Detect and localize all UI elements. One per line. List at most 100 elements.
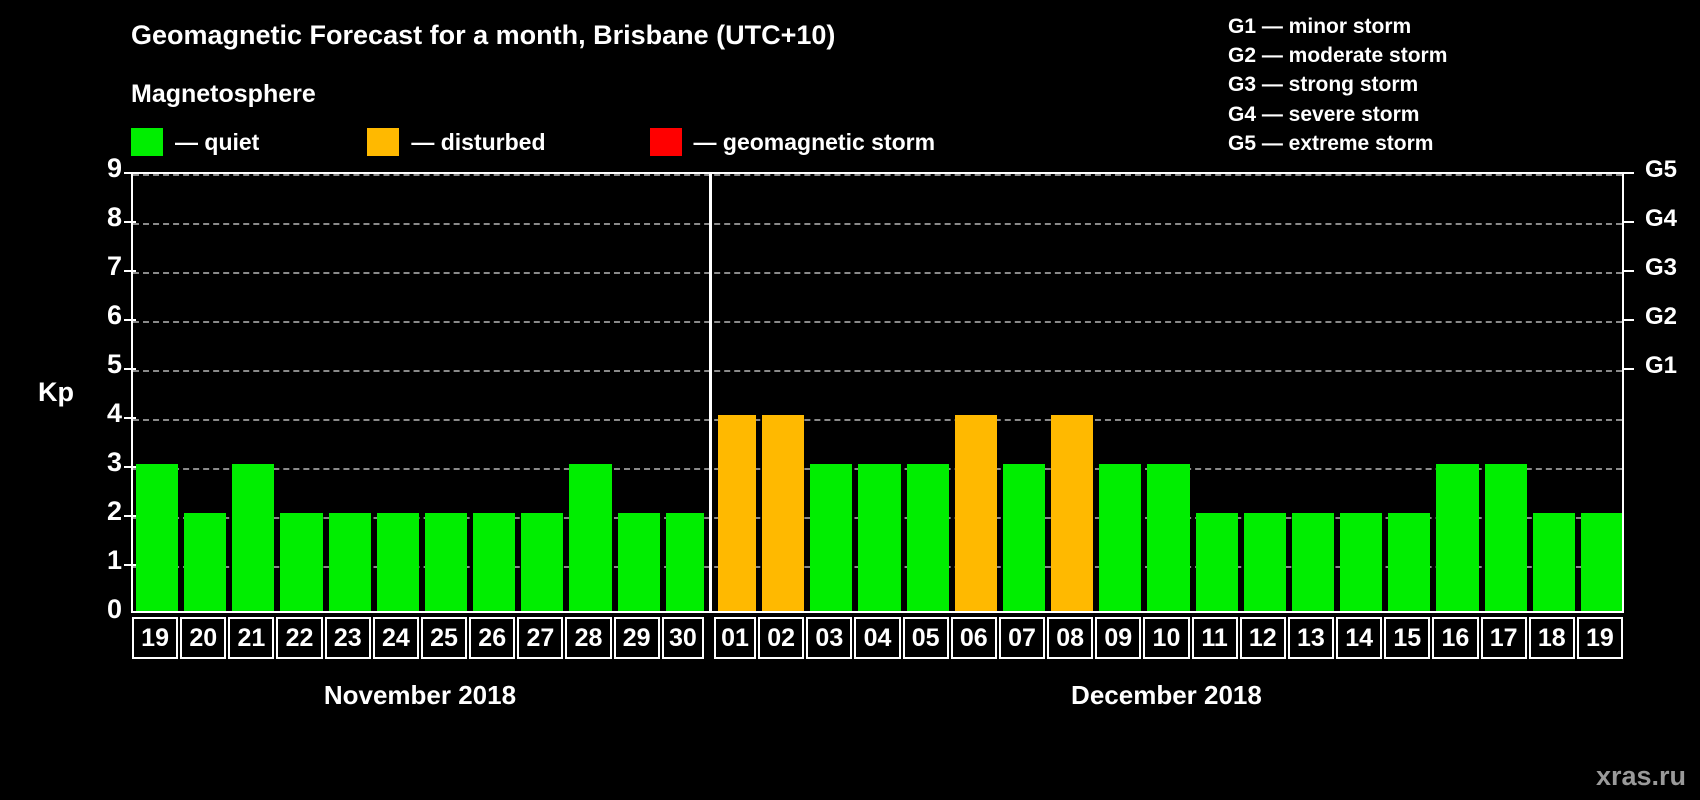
bar-december-19[interactable] [1580,513,1622,611]
day-cell-december-16[interactable]: 16 [1432,617,1479,659]
y-tick-mark-5 [124,368,136,370]
day-cell-december-11[interactable]: 11 [1191,617,1238,659]
y-tick-label-6: 6 [106,300,122,330]
legend-item-disturbed: — disturbed [367,128,546,156]
bar-december-03[interactable] [810,464,853,611]
day-cell-december-17[interactable]: 17 [1480,617,1527,659]
bar-november-27[interactable] [521,513,564,611]
bars-layer [133,174,1622,611]
bar-november-19[interactable] [136,464,179,611]
day-cell-november-19[interactable]: 19 [132,617,179,659]
g-tick-label-g5: G5 [1645,156,1678,183]
bar-november-23[interactable] [328,513,371,611]
gscale-line-g5: G5 — extreme storm [1228,131,1434,155]
y-tick-mark-3 [124,466,136,468]
day-cell-december-03[interactable]: 03 [806,617,853,659]
y-tick-label-9: 9 [106,153,122,183]
bar-november-26[interactable] [473,513,516,611]
day-cell-november-21[interactable]: 21 [228,617,275,659]
bar-december-04[interactable] [858,464,901,611]
bar-december-06[interactable] [954,415,997,611]
legend-heading: Magnetosphere [131,80,316,108]
gscale-line-g2: G2 — moderate storm [1228,44,1448,68]
y-tick-label-1: 1 [106,545,122,575]
day-cell-december-07[interactable]: 07 [998,617,1046,659]
bar-november-29[interactable] [617,513,660,611]
day-cell-december-14[interactable]: 14 [1336,617,1383,659]
bar-december-15[interactable] [1388,513,1431,611]
day-cell-december-06[interactable]: 06 [950,617,997,659]
day-cell-december-01[interactable]: 01 [713,617,757,659]
day-cell-november-22[interactable]: 22 [276,617,323,659]
g-tick-mark-g1 [1622,368,1634,370]
day-cell-november-28[interactable]: 28 [565,617,612,659]
legend-label-quiet: — quiet [175,128,260,155]
bar-december-16[interactable] [1436,464,1479,611]
gscale-legend: G1 — minor storm G2 — moderate storm G3 … [1228,12,1447,158]
y-tick-label-8: 8 [106,202,122,232]
bar-december-14[interactable] [1340,513,1383,611]
bar-november-30[interactable] [665,513,704,611]
orange-square-icon [367,128,400,156]
day-cell-november-30[interactable]: 30 [661,617,704,659]
g-tick-label-g4: G4 [1645,205,1678,232]
day-cell-december-04[interactable]: 04 [854,617,901,659]
day-cell-december-18[interactable]: 18 [1528,617,1575,659]
gridline-kp-7 [133,272,1622,274]
day-cell-december-15[interactable]: 15 [1384,617,1431,659]
legend-label-storm: — geomagnetic storm [693,128,936,155]
day-cell-november-20[interactable]: 20 [180,617,227,659]
bar-november-28[interactable] [569,464,612,611]
day-cell-november-29[interactable]: 29 [613,617,660,659]
day-cell-november-27[interactable]: 27 [517,617,564,659]
gridline-kp-4 [133,419,1622,421]
day-cell-november-25[interactable]: 25 [420,617,468,659]
bar-november-21[interactable] [232,464,275,611]
bar-december-07[interactable] [1002,464,1046,611]
y-tick-mark-2 [124,515,136,517]
bar-december-18[interactable] [1532,513,1575,611]
legend-label-disturbed: — disturbed [411,128,546,155]
day-cell-november-23[interactable]: 23 [324,617,371,659]
bar-december-09[interactable] [1099,464,1142,611]
bar-november-25[interactable] [424,513,468,611]
day-cell-december-05[interactable]: 05 [902,617,949,659]
y-tick-mark-4 [124,417,136,419]
bar-december-05[interactable] [906,464,949,611]
y-tick-label-0: 0 [106,594,122,624]
g-tick-mark-g3 [1622,270,1634,272]
bar-december-12[interactable] [1243,513,1286,611]
bar-november-24[interactable] [376,513,419,611]
y-tick-label-2: 2 [106,496,122,526]
bar-december-17[interactable] [1484,464,1527,611]
day-cell-december-10[interactable]: 10 [1143,617,1190,659]
bar-december-01[interactable] [717,415,757,611]
bar-december-08[interactable] [1051,415,1094,611]
green-square-icon [131,128,163,156]
red-square-icon [649,128,682,156]
bar-december-13[interactable] [1291,513,1335,611]
y-tick-mark-7 [124,270,136,272]
day-cell-november-24[interactable]: 24 [372,617,419,659]
gridline-kp-9 [133,174,1622,176]
g-tick-mark-g2 [1622,319,1634,321]
day-cell-december-08[interactable]: 08 [1047,617,1094,659]
g-tick-mark-g5 [1622,172,1634,174]
day-cell-december-09[interactable]: 09 [1095,617,1142,659]
bar-november-20[interactable] [184,513,227,611]
bar-november-22[interactable] [280,513,323,611]
gridline-kp-5 [133,370,1622,372]
day-cell-december-12[interactable]: 12 [1239,617,1286,659]
day-cell-december-19[interactable]: 19 [1576,617,1623,659]
g-tick-label-g1: G1 [1645,352,1678,379]
gridline-kp-8 [133,223,1622,225]
day-cell-december-13[interactable]: 13 [1287,617,1335,659]
day-cell-november-26[interactable]: 26 [469,617,516,659]
month-caption-december: December 2018 [1071,680,1262,710]
bar-december-11[interactable] [1195,513,1238,611]
day-cell-december-02[interactable]: 02 [758,617,805,659]
bar-december-02[interactable] [762,415,805,611]
bar-december-10[interactable] [1147,464,1190,611]
magnetosphere-legend: — quiet — disturbed — geomagnetic storm [131,127,935,157]
